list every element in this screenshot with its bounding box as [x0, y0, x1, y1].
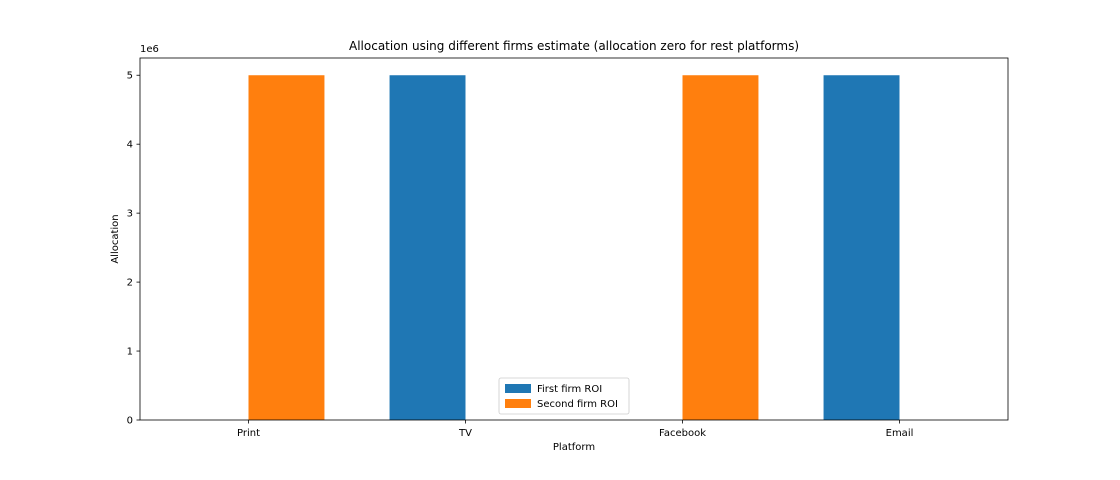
chart-title: Allocation using different firms estimat… [349, 39, 799, 53]
plot-frame [139, 57, 1009, 421]
y-axis-ticks: 0 1 2 3 4 5 [127, 71, 140, 427]
x-axis-label: Platform [553, 442, 595, 453]
bars-group [248, 75, 900, 420]
y-tick-label: 1 [127, 347, 133, 358]
y-tick-label: 0 [127, 416, 133, 427]
x-tick-label: TV [458, 428, 472, 439]
legend: First firm ROI Second firm ROI [498, 377, 630, 415]
y-axis-label: Allocation [110, 214, 121, 263]
y-tick-label: 3 [127, 209, 133, 220]
x-tick-label: Facebook [659, 428, 706, 439]
legend-label: First firm ROI [537, 384, 602, 395]
bar-second-firm-facebook [682, 75, 759, 420]
x-tick-label: Print [237, 428, 260, 439]
y-tick-label: 4 [127, 140, 133, 151]
bar-first-firm-email [823, 75, 900, 420]
legend-swatch [505, 399, 531, 408]
legend-box [498, 377, 630, 415]
y-axis-offset-label: 1e6 [140, 44, 159, 55]
bar-first-firm-tv [389, 75, 466, 420]
y-tick-label: 5 [127, 71, 133, 82]
y-tick-label: 2 [127, 278, 133, 289]
legend-swatch [505, 384, 531, 393]
x-tick-label: Email [886, 428, 914, 439]
legend-label: Second firm ROI [537, 399, 618, 410]
bar-second-firm-print [248, 75, 325, 420]
x-axis-ticks: Print TV Facebook Email [237, 420, 913, 439]
